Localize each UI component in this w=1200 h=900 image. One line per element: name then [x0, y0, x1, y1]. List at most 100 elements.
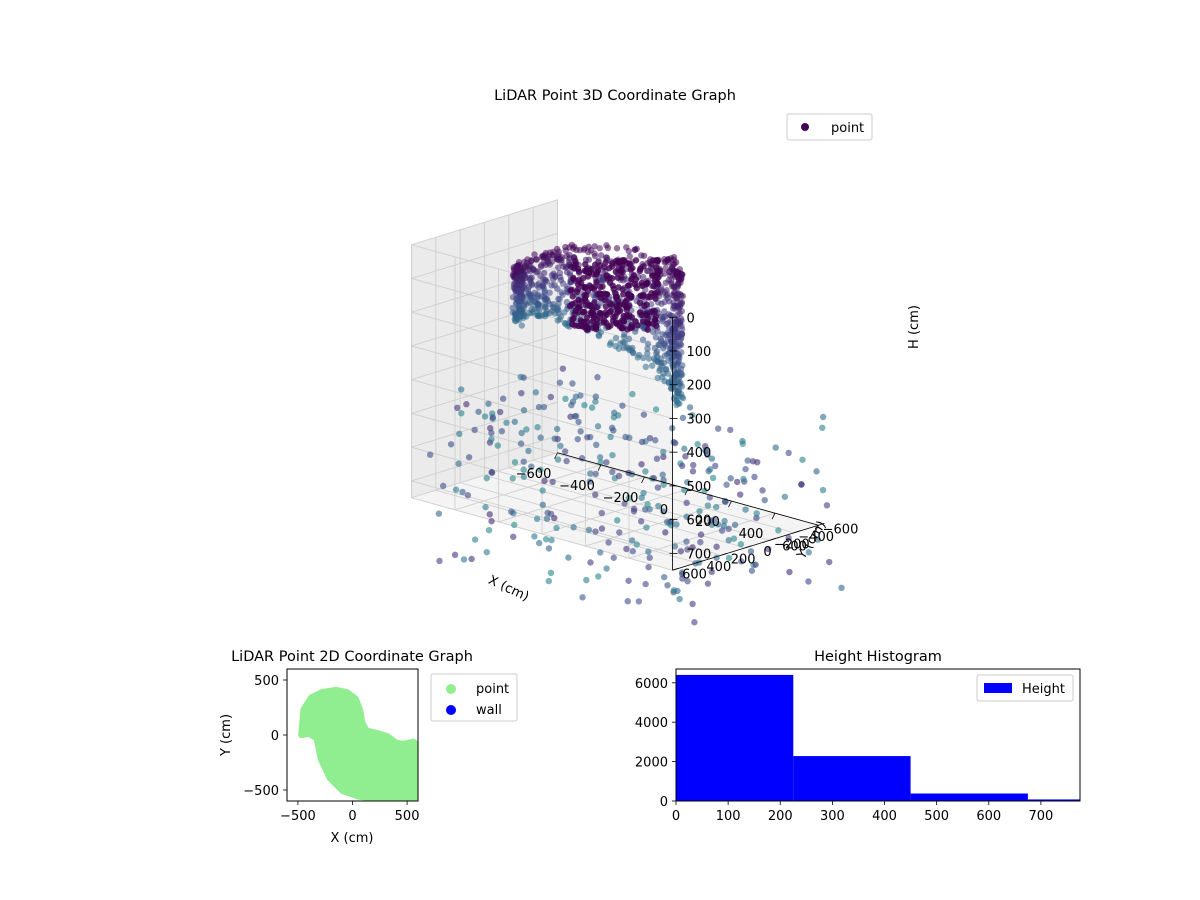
data-point — [713, 503, 720, 511]
data-point — [605, 539, 612, 546]
data-point — [639, 273, 647, 281]
data-point — [799, 456, 806, 463]
x-tick-label: 500 — [395, 809, 420, 824]
data-point — [568, 241, 576, 249]
data-point — [583, 314, 591, 321]
data-point — [604, 275, 612, 282]
grid-line — [411, 199, 558, 246]
data-point — [503, 419, 510, 426]
chart-3d-zlabel: H (cm) — [907, 305, 922, 349]
data-point — [586, 282, 593, 290]
data-point — [622, 297, 630, 304]
data-point — [638, 311, 645, 319]
data-point — [649, 362, 656, 369]
data-point — [654, 270, 662, 277]
data-point — [620, 333, 628, 340]
data-point — [581, 284, 589, 291]
data-point — [555, 248, 562, 255]
x-tick-label: −500 — [280, 809, 316, 824]
data-point — [549, 307, 556, 315]
data-point — [646, 506, 653, 513]
data-point — [644, 350, 651, 357]
y-tick — [721, 552, 728, 556]
data-point — [671, 543, 679, 550]
data-point — [528, 274, 535, 281]
data-point — [583, 292, 590, 299]
data-point — [805, 549, 812, 556]
chart-3d-legend: point — [786, 113, 873, 141]
data-point — [665, 324, 673, 331]
data-point — [595, 573, 602, 580]
data-point — [641, 302, 648, 309]
histogram-legend-box — [976, 674, 1074, 702]
data-point — [525, 447, 532, 455]
x-tick-label: 0 — [348, 809, 356, 824]
data-point — [528, 281, 536, 288]
data-point — [714, 425, 722, 432]
data-point — [747, 548, 755, 555]
data-point — [581, 401, 588, 409]
grid-line — [411, 367, 558, 414]
data-point — [592, 491, 599, 498]
y-tick-label: −400 — [798, 530, 834, 545]
data-point — [537, 434, 544, 441]
data-point — [785, 534, 792, 542]
data-point — [652, 334, 660, 341]
data-point — [597, 549, 604, 556]
data-point — [663, 287, 670, 294]
x-tick-label: 600 — [782, 539, 807, 554]
data-point — [635, 598, 643, 605]
data-point — [651, 344, 659, 352]
data-point — [677, 365, 685, 373]
data-point — [660, 508, 667, 515]
data-point — [621, 339, 628, 346]
data-point — [629, 264, 636, 272]
data-point — [704, 502, 712, 509]
data-point — [676, 381, 684, 388]
data-point — [684, 478, 691, 486]
data-point — [464, 492, 472, 499]
data-point — [598, 509, 606, 517]
data-point — [662, 529, 669, 536]
data-point — [547, 393, 554, 401]
data-point — [496, 408, 504, 416]
data-point — [559, 365, 567, 372]
data-point — [562, 320, 569, 328]
data-point — [558, 289, 565, 296]
data-point — [568, 401, 575, 409]
data-point — [545, 577, 553, 585]
data-point — [515, 304, 522, 311]
data-point — [739, 440, 746, 447]
data-point — [708, 568, 715, 576]
grid-line — [411, 311, 673, 386]
data-point — [551, 435, 558, 442]
grid-line — [411, 233, 558, 279]
data-point — [656, 367, 663, 374]
data-point — [643, 280, 650, 287]
data-point — [520, 473, 528, 481]
data-point — [642, 580, 649, 588]
data-point — [554, 456, 562, 463]
data-point — [548, 536, 555, 544]
data-point — [488, 518, 495, 525]
data-point — [702, 448, 710, 455]
data-point — [786, 568, 793, 576]
y-tick-label: 0 — [271, 729, 279, 744]
y-tick-label: 500 — [254, 674, 279, 689]
data-point — [697, 538, 704, 546]
data-point — [691, 619, 698, 626]
point-cloud-shape — [298, 686, 418, 801]
data-point — [725, 537, 732, 544]
data-point — [647, 293, 654, 301]
data-point — [607, 433, 614, 441]
data-point — [622, 433, 629, 441]
data-point — [541, 477, 548, 485]
data-point — [646, 554, 653, 561]
data-point — [751, 473, 758, 481]
data-point — [560, 263, 567, 270]
chart-2d-legend-wall-marker — [446, 705, 456, 715]
data-point — [714, 521, 722, 528]
data-point — [655, 502, 662, 510]
grid-line — [411, 345, 673, 419]
